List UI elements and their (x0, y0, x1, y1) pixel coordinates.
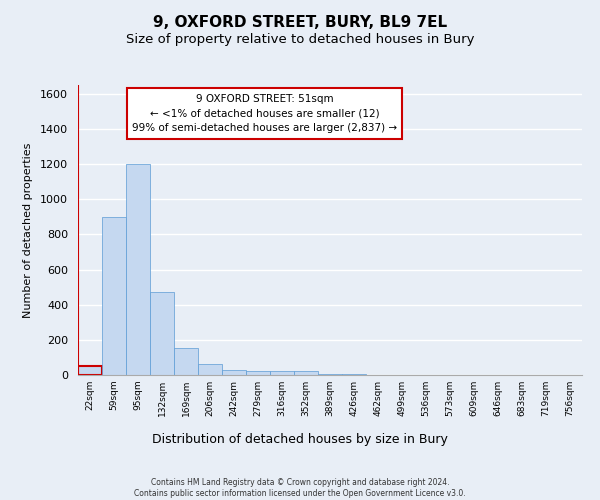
Bar (102, 217, 126, 375)
Text: Distribution of detached houses by size in Bury: Distribution of detached houses by size … (152, 434, 448, 446)
Bar (222, 370, 246, 375)
Bar (342, 374, 366, 375)
Bar (246, 372, 270, 375)
Y-axis label: Number of detached properties: Number of detached properties (23, 142, 33, 318)
Text: 9, OXFORD STREET, BURY, BL9 7EL: 9, OXFORD STREET, BURY, BL9 7EL (153, 15, 447, 30)
Text: 9 OXFORD STREET: 51sqm
← <1% of detached houses are smaller (12)
99% of semi-det: 9 OXFORD STREET: 51sqm ← <1% of detached… (132, 94, 397, 134)
Bar (198, 364, 222, 375)
Bar (174, 348, 198, 375)
Bar (318, 374, 342, 375)
Bar (150, 292, 174, 375)
Bar (270, 372, 294, 375)
Text: Size of property relative to detached houses in Bury: Size of property relative to detached ho… (126, 32, 474, 46)
Bar (78, 366, 102, 375)
Bar (294, 372, 318, 375)
Text: Contains HM Land Registry data © Crown copyright and database right 2024.
Contai: Contains HM Land Registry data © Crown c… (134, 478, 466, 498)
Bar (126, 164, 150, 375)
